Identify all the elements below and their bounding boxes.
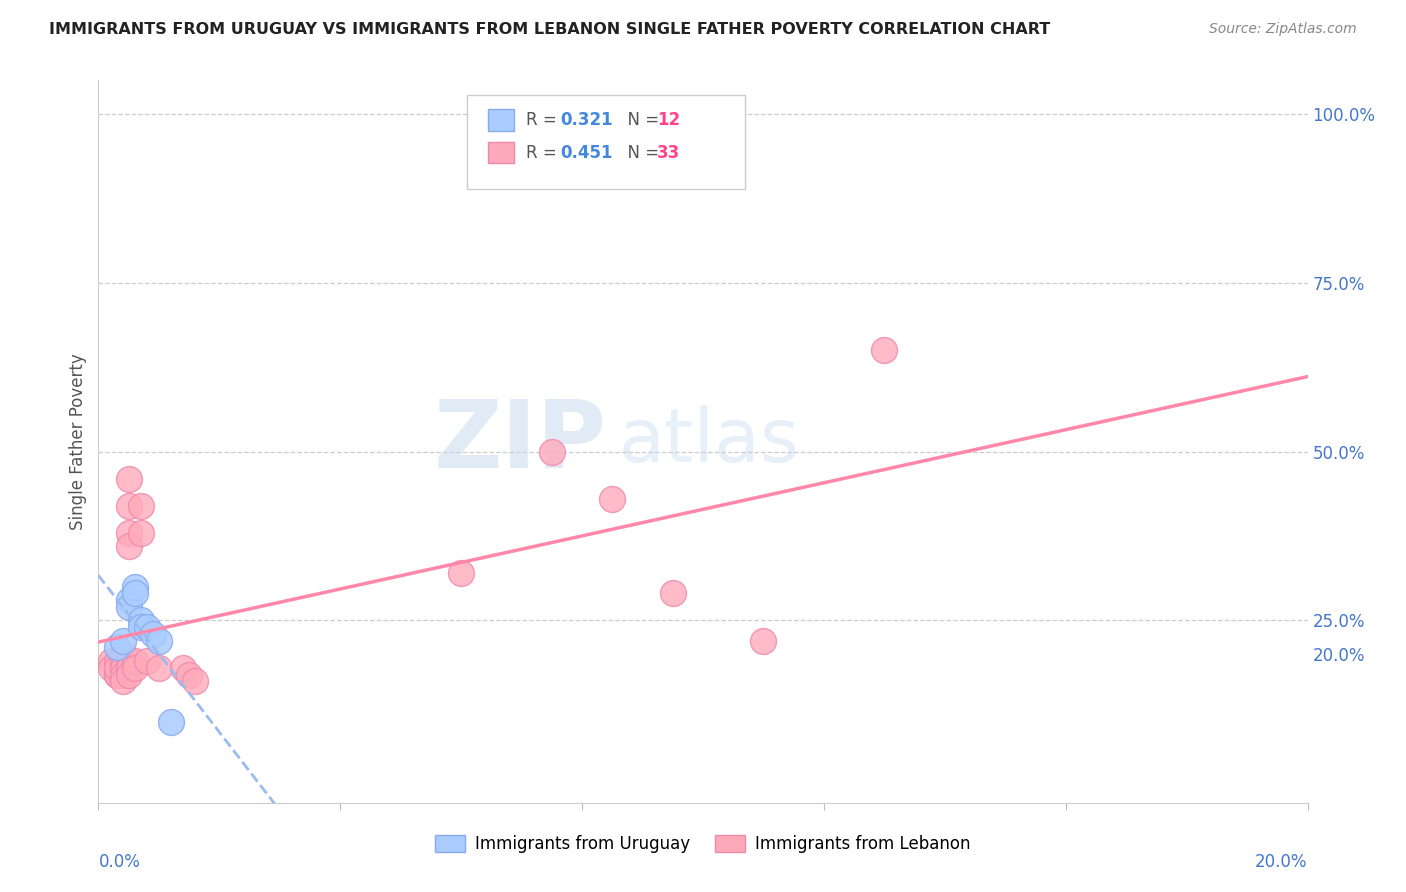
Text: IMMIGRANTS FROM URUGUAY VS IMMIGRANTS FROM LEBANON SINGLE FATHER POVERTY CORRELA: IMMIGRANTS FROM URUGUAY VS IMMIGRANTS FR… <box>49 22 1050 37</box>
FancyBboxPatch shape <box>488 142 515 163</box>
Point <box>105 667 128 681</box>
FancyBboxPatch shape <box>488 109 515 131</box>
Text: 33: 33 <box>657 144 681 161</box>
Point <box>135 620 157 634</box>
Point <box>873 343 896 358</box>
FancyBboxPatch shape <box>467 95 745 189</box>
Text: Source: ZipAtlas.com: Source: ZipAtlas.com <box>1209 22 1357 37</box>
Point <box>118 593 141 607</box>
Point <box>540 444 562 458</box>
Point <box>118 667 141 681</box>
Point <box>148 633 170 648</box>
Point <box>450 566 472 581</box>
Point <box>105 640 128 655</box>
Point <box>172 661 194 675</box>
Point <box>118 599 141 614</box>
Point <box>142 627 165 641</box>
Text: atlas: atlas <box>619 405 800 478</box>
Point <box>124 580 146 594</box>
Text: N =: N = <box>617 144 665 161</box>
Legend: Immigrants from Uruguay, Immigrants from Lebanon: Immigrants from Uruguay, Immigrants from… <box>429 828 977 860</box>
Point <box>124 654 146 668</box>
Point <box>129 620 152 634</box>
Point <box>118 472 141 486</box>
Text: ZIP: ZIP <box>433 395 606 488</box>
Point <box>179 667 201 681</box>
Point <box>118 661 141 675</box>
Point <box>118 654 141 668</box>
Text: 0.321: 0.321 <box>561 111 613 129</box>
Point <box>160 714 183 729</box>
Point <box>118 539 141 553</box>
Point <box>148 661 170 675</box>
Point <box>111 647 134 661</box>
Point <box>124 661 146 675</box>
Text: R =: R = <box>526 111 562 129</box>
Text: R =: R = <box>526 144 562 161</box>
Point <box>105 667 128 681</box>
Point <box>135 654 157 668</box>
Point <box>129 499 152 513</box>
Point <box>602 491 624 506</box>
Point <box>184 674 207 689</box>
Point <box>129 525 152 540</box>
Point <box>118 525 141 540</box>
Point <box>111 633 134 648</box>
Text: 0.451: 0.451 <box>561 144 613 161</box>
Point <box>752 633 775 648</box>
Text: N =: N = <box>617 111 665 129</box>
Y-axis label: Single Father Poverty: Single Father Poverty <box>69 353 87 530</box>
Point <box>111 667 134 681</box>
Point <box>118 499 141 513</box>
Point <box>124 586 146 600</box>
Point <box>105 661 128 675</box>
Point <box>111 654 134 668</box>
Point <box>111 674 134 689</box>
Text: 12: 12 <box>657 111 681 129</box>
Point <box>129 614 152 628</box>
Text: 0.0%: 0.0% <box>98 854 141 871</box>
Point <box>105 654 128 668</box>
Point <box>100 654 122 668</box>
Point <box>100 661 122 675</box>
Point <box>661 586 683 600</box>
Text: 20.0%: 20.0% <box>1256 854 1308 871</box>
Point <box>111 661 134 675</box>
